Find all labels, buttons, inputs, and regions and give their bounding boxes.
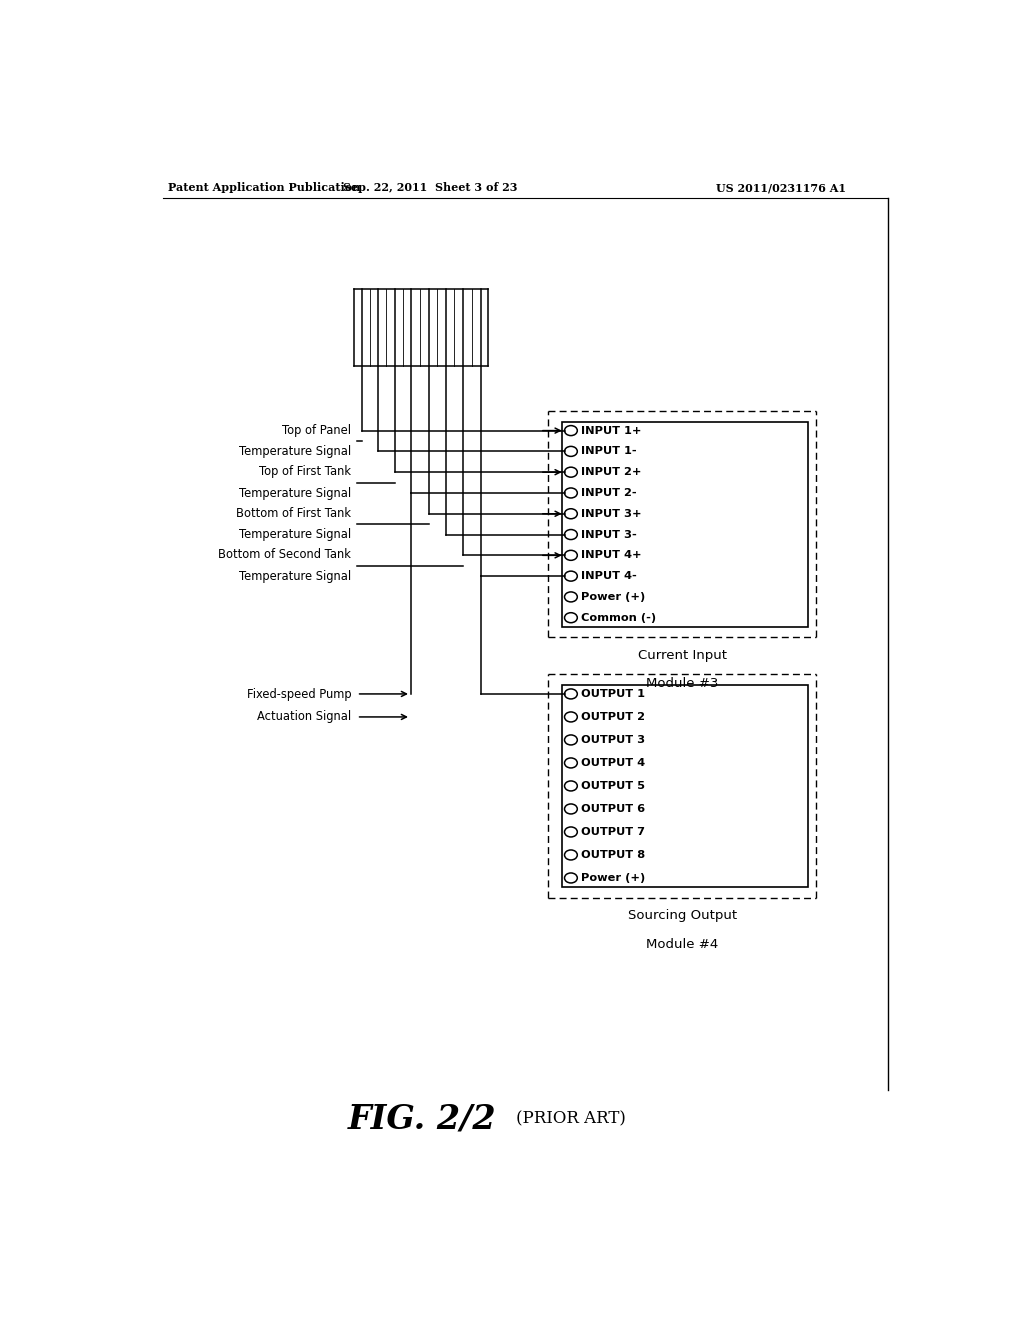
Text: Temperature Signal: Temperature Signal <box>239 528 351 541</box>
Text: Module #4: Module #4 <box>646 937 718 950</box>
Text: INPUT 3+: INPUT 3+ <box>581 508 642 519</box>
Text: Top of First Tank: Top of First Tank <box>259 466 351 478</box>
Text: Sourcing Output: Sourcing Output <box>628 909 736 923</box>
Text: Actuation Signal: Actuation Signal <box>257 710 351 723</box>
Text: Top of Panel: Top of Panel <box>283 424 351 437</box>
Text: INPUT 4+: INPUT 4+ <box>581 550 642 560</box>
Text: (PRIOR ART): (PRIOR ART) <box>515 1111 626 1127</box>
Bar <box>562 685 809 887</box>
Text: Temperature Signal: Temperature Signal <box>239 570 351 583</box>
Text: Power (+): Power (+) <box>581 873 645 883</box>
Text: Patent Application Publication: Patent Application Publication <box>168 182 360 193</box>
Text: Module #3: Module #3 <box>646 677 718 690</box>
Text: OUTPUT 4: OUTPUT 4 <box>581 758 645 768</box>
Text: OUTPUT 3: OUTPUT 3 <box>581 735 645 744</box>
Text: Bottom of First Tank: Bottom of First Tank <box>237 507 351 520</box>
Text: Common (-): Common (-) <box>581 612 656 623</box>
Text: Current Input: Current Input <box>638 649 727 661</box>
Text: Sep. 22, 2011  Sheet 3 of 23: Sep. 22, 2011 Sheet 3 of 23 <box>343 182 517 193</box>
Text: FIG. 2/2: FIG. 2/2 <box>348 1104 497 1135</box>
Text: OUTPUT 6: OUTPUT 6 <box>581 804 645 814</box>
Text: US 2011/0231176 A1: US 2011/0231176 A1 <box>716 182 846 193</box>
Text: Temperature Signal: Temperature Signal <box>239 487 351 500</box>
Text: Power (+): Power (+) <box>581 591 645 602</box>
Text: OUTPUT 7: OUTPUT 7 <box>581 826 645 837</box>
Text: OUTPUT 5: OUTPUT 5 <box>581 781 645 791</box>
Text: Temperature Signal: Temperature Signal <box>239 445 351 458</box>
Text: INPUT 3-: INPUT 3- <box>581 529 637 540</box>
Text: Bottom of Second Tank: Bottom of Second Tank <box>218 549 351 561</box>
Text: INPUT 2-: INPUT 2- <box>581 488 637 498</box>
Text: INPUT 4-: INPUT 4- <box>581 572 637 581</box>
Text: OUTPUT 2: OUTPUT 2 <box>581 711 645 722</box>
Bar <box>562 422 809 627</box>
Text: Fixed-speed Pump: Fixed-speed Pump <box>247 688 351 701</box>
Text: INPUT 1+: INPUT 1+ <box>581 425 641 436</box>
Text: INPUT 1-: INPUT 1- <box>581 446 637 457</box>
Text: INPUT 2+: INPUT 2+ <box>581 467 641 477</box>
Text: OUTPUT 8: OUTPUT 8 <box>581 850 645 859</box>
Text: OUTPUT 1: OUTPUT 1 <box>581 689 645 698</box>
